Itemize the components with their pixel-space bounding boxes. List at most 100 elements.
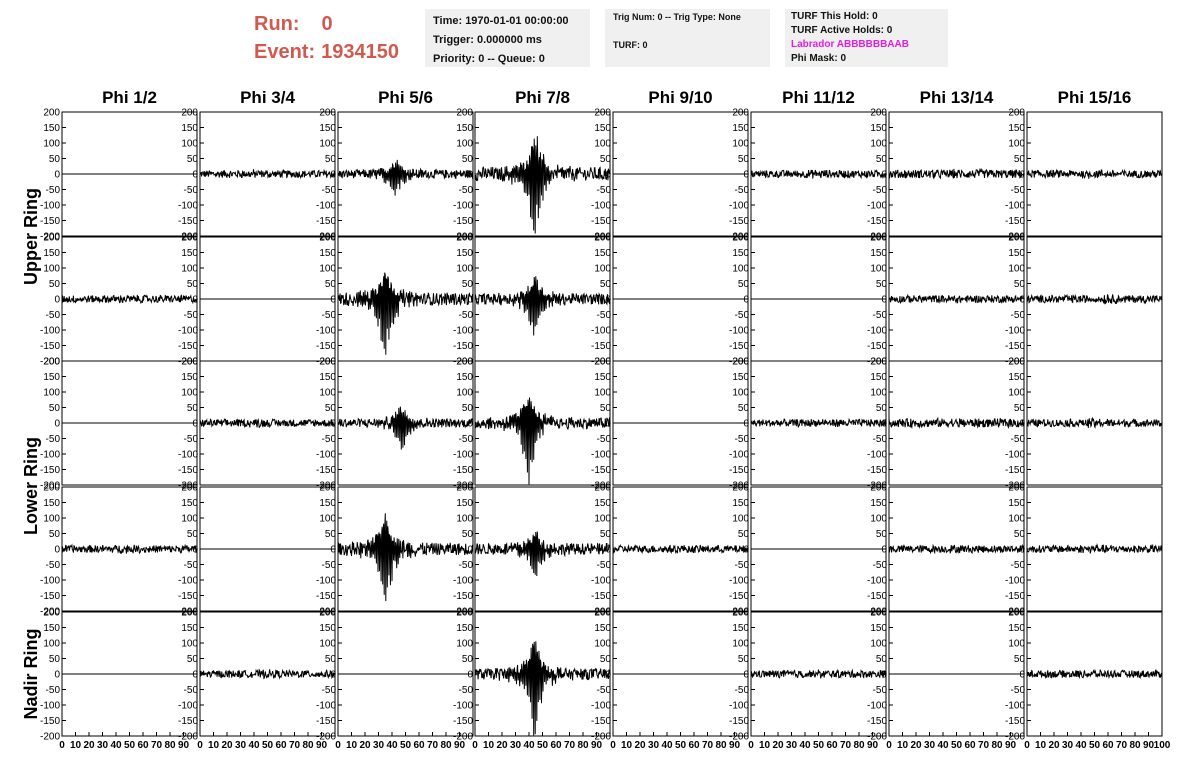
waveform-trace: [612, 543, 749, 555]
x-tick-label: 20: [496, 740, 508, 751]
y-tick-label: 0: [54, 545, 60, 556]
y-tick-label: -50: [184, 560, 199, 571]
y-tick-label: -50: [46, 434, 61, 445]
x-tick-label: 40: [661, 740, 673, 751]
y-tick-label: -50: [735, 310, 750, 321]
y-tick-label: -100: [453, 701, 473, 712]
y-tick-label: -50: [1011, 434, 1026, 445]
column-header: Phi 9/10: [648, 88, 712, 107]
y-tick-label: 100: [319, 264, 336, 275]
y-tick-label: -200: [453, 732, 473, 743]
y-tick-label: 50: [49, 529, 61, 540]
y-tick-label: 50: [462, 654, 474, 665]
waveform-trace: [750, 668, 887, 679]
x-tick-label: 10: [483, 740, 495, 751]
y-tick-label: 150: [319, 123, 336, 134]
y-tick-label: 200: [319, 357, 336, 368]
x-tick-label: 0: [610, 740, 616, 751]
y-tick-label: -50: [46, 685, 61, 696]
y-tick-label: -200: [178, 732, 198, 743]
y-tick-label: -200: [867, 732, 887, 743]
y-tick-label: 100: [732, 388, 749, 399]
y-tick-label: 200: [1008, 608, 1025, 619]
waveform-trace: [750, 169, 887, 180]
y-tick-label: 50: [187, 654, 199, 665]
x-tick-label: 30: [924, 740, 936, 751]
y-tick-label: 0: [1019, 545, 1025, 556]
y-tick-label: 0: [192, 170, 198, 181]
x-tick-label: 40: [937, 740, 949, 751]
y-tick-label: -150: [1005, 341, 1025, 352]
turf-info-box: TURF This Hold: 0 TURF Active Holds: 0 L…: [785, 9, 948, 67]
run-event-block: Run: 0 Event: 1934150: [254, 10, 399, 66]
y-tick-label: 100: [870, 388, 887, 399]
y-tick-label: -100: [1005, 701, 1025, 712]
y-tick-label: 0: [1019, 419, 1025, 430]
y-tick-label: -150: [867, 465, 887, 476]
y-tick-label: 0: [467, 670, 473, 681]
y-tick-label: 200: [181, 357, 198, 368]
y-tick-label: -200: [1005, 357, 1025, 368]
y-tick-label: 150: [43, 372, 60, 383]
y-tick-label: -100: [1005, 201, 1025, 212]
x-tick-label: 40: [523, 740, 535, 751]
y-tick-label: 150: [43, 498, 60, 509]
y-tick-label: 100: [594, 264, 611, 275]
y-tick-label: 200: [870, 483, 887, 494]
y-tick-label: 50: [187, 403, 199, 414]
y-tick-label: 100: [181, 264, 198, 275]
x-tick-label: 50: [400, 740, 412, 751]
x-tick-label: 40: [799, 740, 811, 751]
waveform-trace: [1026, 168, 1163, 180]
y-tick-label: -200: [729, 357, 749, 368]
y-tick-label: -200: [40, 357, 60, 368]
ring-label: Nadir Ring: [21, 628, 41, 719]
y-tick-label: -50: [184, 434, 199, 445]
y-tick-label: -150: [867, 716, 887, 727]
y-tick-label: 150: [181, 623, 198, 634]
x-tick-label: 20: [634, 740, 646, 751]
x-tick-label: 0: [1024, 740, 1030, 751]
y-tick-label: -100: [316, 450, 336, 461]
y-tick-label: -150: [591, 716, 611, 727]
x-tick-label: 80: [577, 740, 589, 751]
y-tick-label: -150: [178, 465, 198, 476]
waveform-trace: [750, 417, 887, 429]
x-tick-label: 70: [702, 740, 714, 751]
y-tick-label: 50: [738, 403, 750, 414]
y-tick-label: 50: [876, 154, 888, 165]
y-tick-label: 0: [192, 545, 198, 556]
y-tick-label: -150: [178, 341, 198, 352]
y-tick-label: -100: [178, 576, 198, 587]
x-tick-label: 80: [302, 740, 314, 751]
x-tick-label: 0: [59, 740, 65, 751]
y-tick-label: -100: [867, 326, 887, 337]
event-value: 1934150: [321, 41, 399, 63]
x-tick-label: 0: [472, 740, 478, 751]
y-tick-label: 200: [181, 483, 198, 494]
waveform-trace: [199, 418, 336, 429]
y-tick-label: 50: [187, 529, 199, 540]
y-tick-label: 0: [881, 419, 887, 430]
y-tick-label: 100: [594, 514, 611, 525]
y-tick-label: 100: [181, 388, 198, 399]
y-tick-label: 50: [325, 154, 337, 165]
y-tick-label: -200: [316, 732, 336, 743]
y-tick-label: -150: [40, 591, 60, 602]
priority-text: Priority: 0 -- Queue: 0: [433, 53, 545, 65]
y-tick-label: -50: [597, 685, 612, 696]
y-tick-label: -100: [729, 450, 749, 461]
x-tick-label: 70: [289, 740, 301, 751]
x-tick-label: 70: [151, 740, 163, 751]
y-tick-label: -50: [1011, 310, 1026, 321]
y-tick-label: 150: [732, 123, 749, 134]
y-tick-label: 0: [1019, 295, 1025, 306]
y-tick-label: 100: [1008, 639, 1025, 650]
x-tick-label: 10: [897, 740, 909, 751]
x-tick-label: 60: [550, 740, 562, 751]
y-tick-label: 100: [1008, 139, 1025, 150]
ring-label: Lower Ring: [21, 437, 41, 535]
y-tick-label: 50: [49, 403, 61, 414]
y-tick-label: 200: [594, 483, 611, 494]
